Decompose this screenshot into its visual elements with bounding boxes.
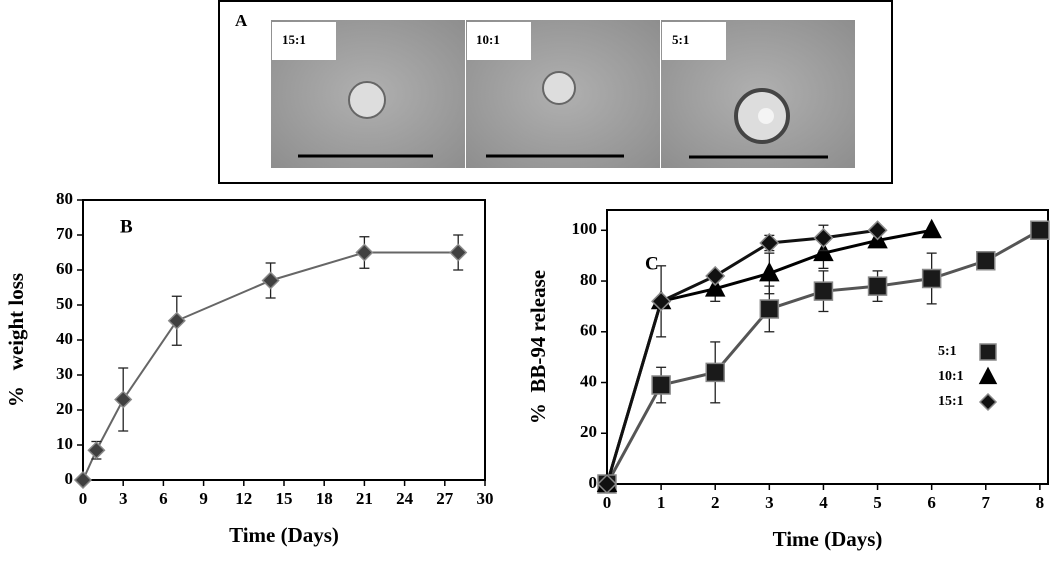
- panel-label: C: [645, 253, 659, 274]
- marker: [813, 281, 834, 301]
- micrograph: 15:1: [271, 20, 465, 168]
- y-axis-label: % BB-94 release: [526, 270, 550, 424]
- marker: [867, 220, 888, 241]
- marker: [759, 232, 780, 254]
- marker: [705, 362, 725, 383]
- x-tick-label: 1: [657, 493, 666, 512]
- marker: [978, 366, 998, 385]
- marker: [759, 299, 780, 319]
- marker: [979, 343, 997, 361]
- marker: [867, 276, 888, 296]
- marker: [114, 390, 133, 409]
- image-label: 5:1: [672, 32, 689, 47]
- micrograph: 10:1: [466, 20, 660, 168]
- marker: [87, 441, 106, 460]
- x-tick-label: 21: [356, 489, 373, 508]
- marker: [596, 473, 618, 495]
- y-tick-label: 80: [56, 189, 73, 208]
- y-axis-label: % weight loss: [4, 273, 28, 407]
- x-tick-label: 6: [159, 489, 168, 508]
- x-axis-label: Time (Days): [773, 527, 883, 551]
- x-tick-label: 15: [276, 489, 293, 508]
- y-tick-label: 20: [56, 399, 73, 418]
- y-tick-label: 30: [56, 364, 73, 383]
- marker: [651, 291, 672, 312]
- marker: [167, 311, 186, 330]
- image-label: 15:1: [282, 32, 306, 47]
- y-tick-label: 0: [589, 473, 598, 492]
- marker: [759, 261, 780, 282]
- micrograph: 5:1: [661, 20, 855, 168]
- x-tick-label: 18: [316, 489, 333, 508]
- y-tick-label: 50: [56, 294, 73, 313]
- marker: [921, 218, 942, 239]
- x-tick-label: 0: [79, 489, 88, 508]
- marker: [261, 271, 280, 290]
- data-line: [605, 228, 878, 485]
- marker: [921, 268, 942, 289]
- y-tick-label: 10: [56, 434, 73, 453]
- x-tick-label: 6: [927, 493, 936, 512]
- x-tick-label: 4: [819, 493, 828, 512]
- y-tick-label: 20: [580, 422, 597, 441]
- marker: [813, 227, 834, 248]
- x-tick-label: 3: [765, 493, 774, 512]
- y-tick-label: 80: [580, 270, 597, 289]
- y-tick-label: 70: [56, 224, 73, 243]
- legend-label: 15:1: [938, 394, 964, 409]
- x-tick-label: 5: [873, 493, 882, 512]
- marker: [813, 241, 834, 262]
- x-tick-label: 8: [1036, 493, 1045, 512]
- panel-a-frame: [218, 0, 893, 184]
- x-tick-label: 30: [477, 489, 494, 508]
- marker: [705, 265, 726, 287]
- image-label: 10:1: [476, 32, 500, 47]
- y-tick-label: 60: [580, 321, 597, 340]
- y-tick-label: 40: [56, 329, 73, 348]
- x-tick-label: 2: [711, 493, 720, 512]
- y-tick-label: 100: [572, 219, 598, 238]
- marker: [355, 243, 374, 262]
- marker: [978, 392, 998, 412]
- y-tick-label: 60: [56, 259, 73, 278]
- x-axis-label: Time (Days): [229, 523, 339, 547]
- marker: [651, 375, 671, 395]
- x-tick-label: 7: [982, 493, 991, 512]
- marker: [449, 243, 468, 262]
- y-tick-label: 40: [580, 371, 597, 390]
- x-tick-label: 27: [436, 489, 454, 508]
- legend-label: 5:1: [938, 344, 957, 359]
- x-tick-label: 24: [396, 489, 414, 508]
- x-tick-label: 12: [235, 489, 252, 508]
- x-tick-label: 0: [603, 493, 612, 512]
- y-tick-label: 0: [65, 469, 74, 488]
- marker: [976, 250, 996, 271]
- panel-label: A: [235, 11, 248, 30]
- x-tick-label: 9: [199, 489, 208, 508]
- marker: [1030, 220, 1050, 241]
- marker: [73, 470, 93, 490]
- legend-label: 10:1: [938, 369, 964, 384]
- x-tick-label: 3: [119, 489, 128, 508]
- panel-label: B: [120, 216, 133, 237]
- plot-frame: [82, 199, 486, 481]
- marker: [704, 277, 726, 297]
- plot-frame: [606, 209, 1049, 485]
